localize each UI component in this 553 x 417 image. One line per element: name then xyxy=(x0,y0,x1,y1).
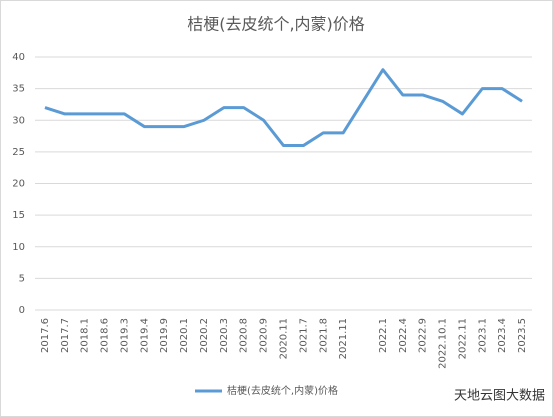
x-tick-label: 2018.1 xyxy=(80,318,91,353)
y-tick-label: 10 xyxy=(12,242,25,253)
x-tick-label: 2020.9 xyxy=(259,318,270,353)
y-tick-label: 30 xyxy=(12,115,25,126)
y-tick-label: 35 xyxy=(12,84,25,95)
x-tick-label: 2023.1 xyxy=(477,318,488,353)
x-tick-label: 2022.9 xyxy=(418,318,429,353)
x-tick-label: 2020.11 xyxy=(279,318,290,359)
legend-label: 桔梗(去皮统个,内蒙)价格 xyxy=(227,384,338,397)
watermark: 天地云图大数据 xyxy=(454,389,545,404)
x-tick-label: 2018.6 xyxy=(100,318,111,353)
y-tick-label: 40 xyxy=(12,52,25,63)
y-tick-label: 5 xyxy=(19,273,25,284)
x-tick-label: 2022.10.1 xyxy=(438,318,449,369)
x-tick-label: 2022.1 xyxy=(378,318,389,353)
x-tick-label: 2022.4 xyxy=(398,318,409,353)
x-tick-label: 2023.4 xyxy=(497,318,508,353)
x-tick-label: 2021.8 xyxy=(318,318,329,353)
x-tick-label: 2023.5 xyxy=(517,318,528,353)
chart-title: 桔梗(去皮统个,内蒙)价格 xyxy=(187,15,365,34)
line-series xyxy=(44,68,523,148)
x-tick-label: 2019.9 xyxy=(159,318,170,353)
x-tick-label: 2020.3 xyxy=(219,318,230,353)
x-tick-label: 2019.4 xyxy=(139,318,150,353)
x-tick-label: 2020.1 xyxy=(179,318,190,353)
y-tick-label: 0 xyxy=(19,305,25,316)
x-tick-label: 2022.11 xyxy=(457,318,468,359)
y-tick-label: 25 xyxy=(12,147,25,158)
y-tick-label: 20 xyxy=(12,179,25,190)
x-tick-label: 2019.3 xyxy=(119,318,130,353)
x-tick-label: 2021.7 xyxy=(298,318,309,353)
x-tick-label: 2020.2 xyxy=(199,318,210,353)
x-tick-label: 2017.7 xyxy=(60,318,71,353)
x-tick-label: 2017.6 xyxy=(40,318,51,353)
y-tick-label: 15 xyxy=(12,210,25,221)
x-tick-label: 2020.8 xyxy=(239,318,250,353)
x-tick-label: 2021.11 xyxy=(338,318,349,359)
